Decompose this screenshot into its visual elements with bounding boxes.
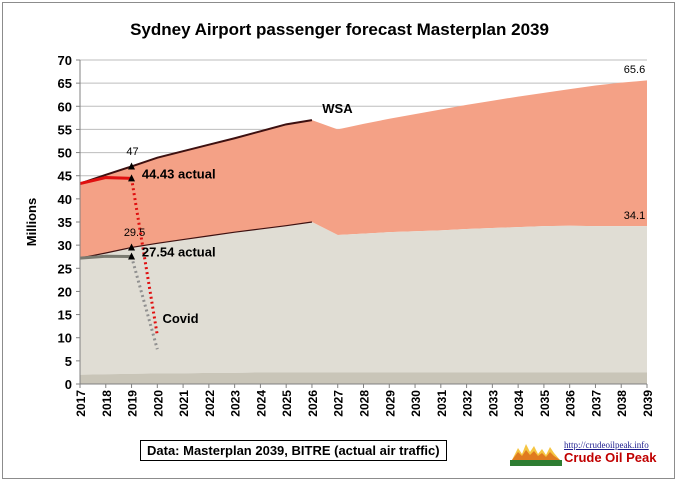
x-tick-label-2036: 2036 bbox=[564, 390, 578, 417]
base-band bbox=[80, 372, 647, 384]
covid-domestic-drop bbox=[130, 256, 159, 350]
annotation-5: Covid bbox=[162, 311, 198, 326]
actual-total-line bbox=[79, 176, 132, 186]
marks bbox=[128, 162, 136, 260]
x-tick-label-2029: 2029 bbox=[383, 390, 397, 417]
x-tick-label-2031: 2031 bbox=[435, 390, 449, 417]
x-tick-label-2024: 2024 bbox=[254, 390, 268, 417]
logo[interactable]: http://crudeoilpeak.info Crude Oil Peak bbox=[510, 440, 660, 466]
y-tick-label-40: 40 bbox=[58, 192, 72, 207]
annotation-6: 65.6 bbox=[624, 64, 645, 76]
marker-3 bbox=[128, 252, 136, 260]
y-tick-label-45: 45 bbox=[58, 169, 72, 184]
lines bbox=[79, 119, 313, 350]
total-area bbox=[80, 80, 647, 259]
y-tick-label-35: 35 bbox=[58, 215, 72, 230]
annotation-2: 44.43 actual bbox=[142, 166, 216, 181]
annotation-3: 27.54 actual bbox=[142, 245, 216, 260]
total-forecast-line bbox=[79, 119, 313, 185]
x-tick-label-2021: 2021 bbox=[177, 390, 191, 417]
y-tick-label-50: 50 bbox=[58, 146, 72, 161]
covid-total-drop bbox=[130, 178, 159, 336]
y-tick-label-25: 25 bbox=[58, 261, 72, 276]
y-axis-label: Millions bbox=[24, 198, 39, 246]
logo-name: Crude Oil Peak bbox=[564, 450, 657, 465]
areas bbox=[80, 80, 647, 384]
x-tick-label-2020: 2020 bbox=[151, 390, 165, 417]
annotation-7: 34.1 bbox=[624, 210, 645, 222]
logo-url[interactable]: http://crudeoilpeak.info bbox=[564, 440, 649, 450]
x-tick-label-2026: 2026 bbox=[306, 390, 320, 417]
x-tick-label-2035: 2035 bbox=[538, 390, 552, 417]
labels: 47 29.5 44.43 actual 27.54 actual WSA Covid 65… bbox=[124, 64, 645, 326]
y-tick-label-55: 55 bbox=[58, 122, 72, 137]
y-tick-label-15: 15 bbox=[58, 308, 72, 323]
x-tick-label-2028: 2028 bbox=[358, 390, 372, 417]
y-tick-label-10: 10 bbox=[58, 331, 72, 346]
marker-2 bbox=[128, 243, 136, 251]
x-tick-label-2017: 2017 bbox=[74, 390, 88, 417]
annotation-0: 47 bbox=[126, 146, 138, 158]
actual-domestic-line bbox=[79, 254, 132, 260]
marker-0 bbox=[128, 162, 136, 170]
x-tick-label-2025: 2025 bbox=[280, 390, 294, 417]
x-tick-label-2039: 2039 bbox=[641, 390, 655, 417]
marker-1 bbox=[128, 174, 136, 182]
domestic-area bbox=[80, 222, 647, 375]
x-tick-label-2034: 2034 bbox=[512, 390, 526, 417]
y-tick-label-60: 60 bbox=[58, 99, 72, 114]
x-tick-label-2022: 2022 bbox=[203, 390, 217, 417]
y-tick-label-70: 70 bbox=[58, 53, 72, 68]
x-tick-label-2032: 2032 bbox=[461, 390, 475, 417]
x-tick-label-2023: 2023 bbox=[229, 390, 243, 417]
x-tick-label-2018: 2018 bbox=[100, 390, 114, 417]
chart-title: Sydney Airport passenger forecast Master… bbox=[130, 20, 549, 39]
source-note: Data: Masterplan 2039, BITRE (actual air… bbox=[140, 440, 447, 461]
y-tick-label-30: 30 bbox=[58, 238, 72, 253]
logo-icon bbox=[510, 444, 562, 466]
x-tick-label-2033: 2033 bbox=[486, 390, 500, 417]
x-tick-label-2027: 2027 bbox=[332, 390, 346, 417]
x-tick-label-2030: 2030 bbox=[409, 390, 423, 417]
y-tick-label-0: 0 bbox=[65, 377, 72, 392]
annotation-1: 29.5 bbox=[124, 227, 145, 239]
y-tick-label-20: 20 bbox=[58, 284, 72, 299]
x-tick-label-2019: 2019 bbox=[126, 390, 140, 417]
x-tick-label-2038: 2038 bbox=[615, 390, 629, 417]
domestic-forecast-line bbox=[79, 221, 313, 259]
y-tick-label-65: 65 bbox=[58, 76, 72, 91]
y-tick-label-5: 5 bbox=[65, 354, 72, 369]
x-tick-label-2037: 2037 bbox=[589, 390, 603, 417]
annotation-4: WSA bbox=[322, 101, 353, 116]
